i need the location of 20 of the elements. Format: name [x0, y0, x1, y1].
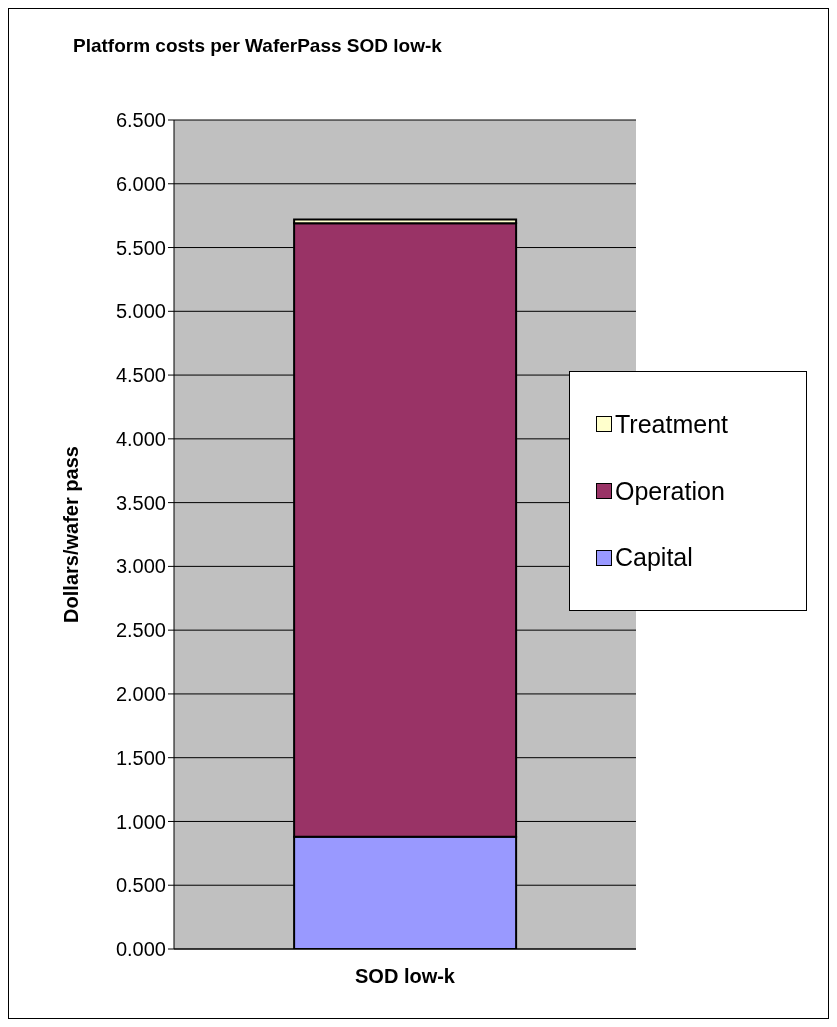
y-tick-label: 3.500 [115, 491, 166, 514]
y-tick-label: 3.000 [115, 555, 166, 578]
y-tick-label: 5.000 [115, 300, 166, 323]
y-tick-label: 4.000 [115, 427, 166, 450]
y-tick-label: 2.500 [115, 619, 166, 642]
y-tick-label: 6.000 [115, 172, 166, 195]
chart-title: Platform costs per WaferPass SOD low-k [73, 35, 442, 57]
x-tick-label: SOD low-k [354, 965, 456, 988]
y-tick-label: 1.500 [115, 746, 166, 769]
y-tick-label: 0.500 [115, 874, 166, 897]
y-tick-label: 5.500 [115, 236, 166, 259]
y-tick-label: 0.000 [115, 938, 166, 961]
y-tick-label: 4.500 [115, 364, 166, 387]
y-tick-label: 2.000 [115, 683, 166, 706]
legend-label: Capital [615, 543, 693, 573]
y-axis-title: Dollars/wafer pass [60, 446, 83, 623]
y-tick-label: 1.000 [115, 810, 166, 833]
legend-label: Treatment [615, 409, 729, 439]
y-tick-label: 6.500 [115, 109, 166, 132]
legend-label: Operation [615, 476, 725, 506]
